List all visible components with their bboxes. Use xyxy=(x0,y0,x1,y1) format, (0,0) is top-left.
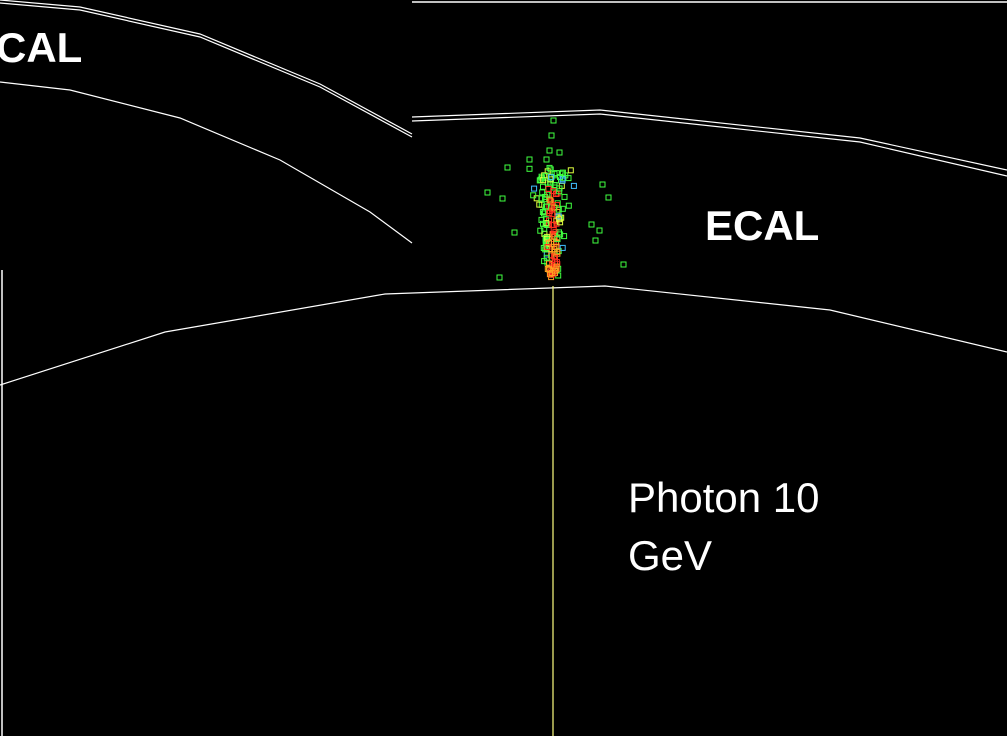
calorimeter-hit xyxy=(596,227,603,234)
calorimeter-hit xyxy=(592,237,599,244)
calorimeter-hit xyxy=(536,177,543,184)
calorimeter-hit xyxy=(538,216,545,223)
calorimeter-hit xyxy=(561,193,568,200)
calorimeter-hit xyxy=(620,261,627,268)
calorimeter-hit xyxy=(504,164,511,171)
calorimeter-hit xyxy=(546,239,552,246)
calorimeter-hit xyxy=(554,200,561,207)
calorimeter-hit xyxy=(550,117,557,124)
calorimeter-hit xyxy=(555,206,562,213)
calorimeter-hit xyxy=(556,149,563,156)
ecal-outer-boundary xyxy=(411,113,1007,177)
calorimeter-hit xyxy=(511,229,518,236)
ecal-inner-boundary xyxy=(0,285,1007,386)
calorimeter-hit xyxy=(588,221,595,228)
calorimeter-hit xyxy=(546,266,553,273)
inset: CAL xyxy=(0,0,413,244)
calorimeter-hit xyxy=(526,165,533,172)
calorimeter-hit xyxy=(553,170,560,177)
calorimeter-hit xyxy=(496,274,503,281)
calorimeter-hit xyxy=(553,259,560,266)
calorimeter-hit xyxy=(548,174,555,181)
calorimeter-hit xyxy=(543,156,550,163)
particle-label: Photon 10 xyxy=(628,474,820,521)
calorimeter-hit xyxy=(599,181,606,188)
calorimeter-hit xyxy=(556,216,563,223)
calorimeter-hit xyxy=(565,202,572,209)
calorimeter-hit xyxy=(543,220,550,227)
inset-label: CAL xyxy=(0,24,82,71)
calorimeter-hit xyxy=(538,195,545,202)
calorimeter-hit xyxy=(542,221,549,228)
calorimeter-hit xyxy=(544,203,551,210)
hit-cluster xyxy=(484,117,627,281)
calorimeter-hit xyxy=(530,192,537,199)
calorimeter-hit xyxy=(551,253,558,260)
calorimeter-hit xyxy=(539,209,546,215)
calorimeter-hit xyxy=(553,265,560,272)
calorimeter-hit xyxy=(548,198,555,205)
particle-label: GeV xyxy=(628,532,712,579)
calorimeter-hit xyxy=(559,177,566,184)
calorimeter-hit xyxy=(541,225,548,232)
inset-inner-boundary xyxy=(0,81,413,244)
calorimeter-hit xyxy=(550,227,557,234)
inset-background xyxy=(0,0,412,243)
calorimeter-hit xyxy=(546,164,553,171)
calorimeter-hit xyxy=(531,185,538,192)
calorimeter-hit xyxy=(605,194,612,201)
calorimeter-hit xyxy=(570,182,577,189)
calorimeter-hit xyxy=(536,201,543,208)
inset-outer-boundary xyxy=(0,2,413,138)
calorimeter-hit xyxy=(559,244,566,251)
calorimeter-hit xyxy=(543,254,550,261)
calorimeter-hit xyxy=(548,132,555,139)
calorimeter-hit xyxy=(526,156,533,163)
calorimeter-hit xyxy=(499,195,506,202)
calorimeter-hit xyxy=(544,244,551,250)
calorimeter-hit xyxy=(547,197,554,204)
calorimeter-hit xyxy=(544,266,551,272)
ecal-label: ECAL xyxy=(705,202,819,249)
calorimeter-hit xyxy=(561,233,568,240)
calorimeter-hit xyxy=(540,245,547,251)
calorimeter-hit xyxy=(545,186,552,192)
calorimeter-hit xyxy=(551,182,558,188)
calorimeter-hit xyxy=(567,167,574,174)
calorimeter-hit xyxy=(554,248,561,255)
ecal-outer-boundary xyxy=(411,109,1007,171)
calorimeter-hit xyxy=(549,211,556,218)
calorimeter-hit xyxy=(484,189,491,196)
calorimeter-hit xyxy=(559,205,566,212)
calorimeter-hit xyxy=(556,188,563,195)
calorimeter-hit xyxy=(542,234,549,241)
calorimeter-hit xyxy=(546,147,553,154)
inset-outer-boundary xyxy=(0,0,413,135)
